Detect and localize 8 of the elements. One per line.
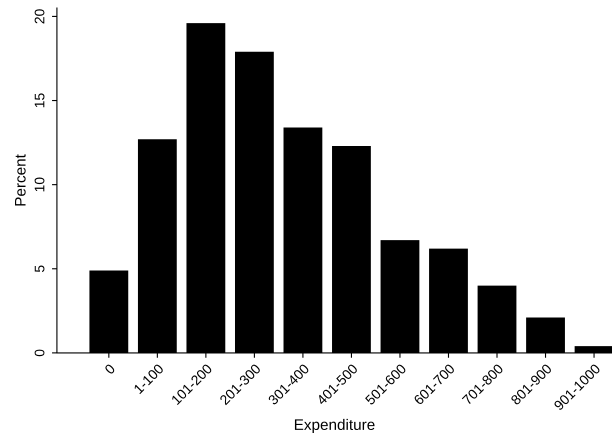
y-tick-label: 15 (34, 93, 44, 108)
y-axis-title: Percent (15, 154, 26, 206)
y-tick-label: 0 (34, 350, 44, 356)
x-tick-label: 0 (104, 363, 116, 375)
y-tick-label: 5 (34, 265, 44, 272)
y-tick-label: 10 (34, 177, 44, 192)
x-axis-title: Expenditure (294, 418, 375, 434)
y-tick-label: 20 (34, 9, 44, 24)
